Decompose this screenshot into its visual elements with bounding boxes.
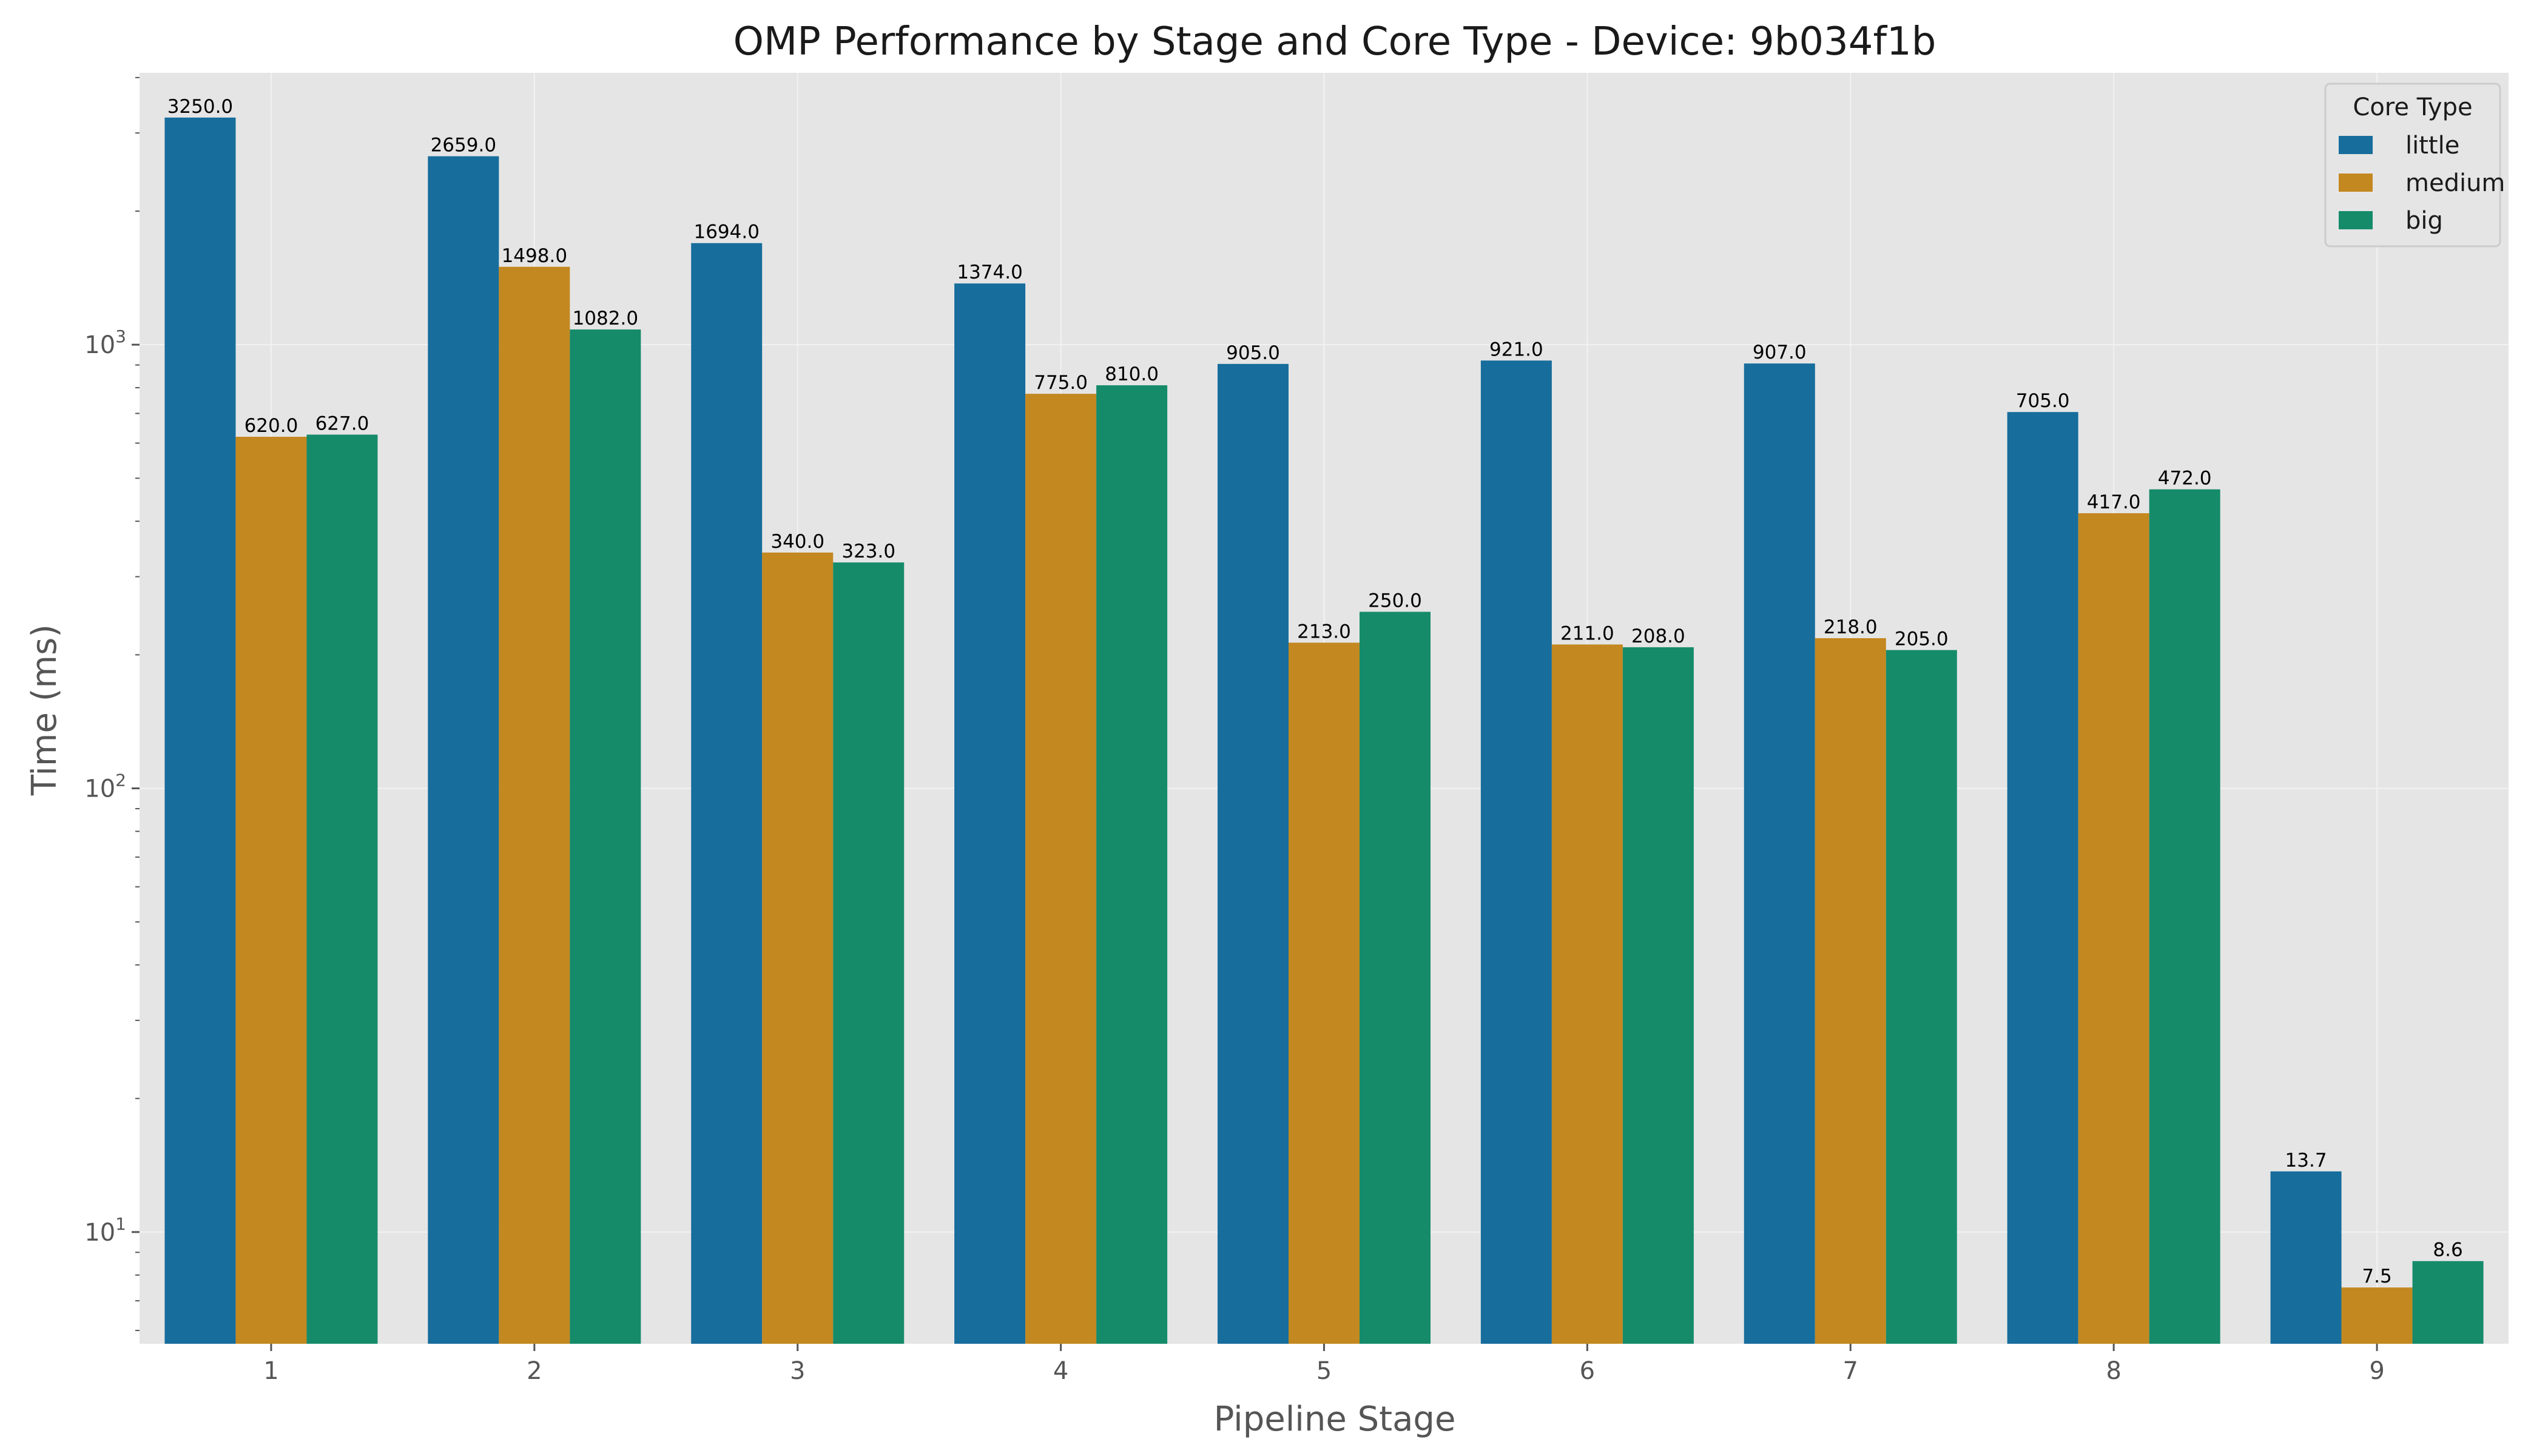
bars bbox=[164, 117, 2484, 1344]
data-labels: 3250.0 2659.0 1694.0 1374.0 905.0 921.0 907.0 7… bbox=[167, 96, 2463, 1287]
x-tick-label: 1 bbox=[263, 1357, 278, 1385]
data-label: 627.0 bbox=[315, 413, 369, 434]
data-label: 340.0 bbox=[770, 531, 824, 553]
legend-items: little medium big bbox=[2339, 132, 2505, 235]
bar-big-stage-7 bbox=[1886, 650, 1957, 1344]
data-label: 205.0 bbox=[1895, 628, 1949, 650]
bar-medium-stage-3 bbox=[762, 552, 834, 1344]
data-label: 2659.0 bbox=[431, 135, 496, 157]
bar-little-stage-3 bbox=[691, 243, 763, 1344]
legend-label-medium: medium bbox=[2405, 169, 2505, 197]
bar-little-stage-8 bbox=[2007, 412, 2078, 1344]
bar-big-stage-5 bbox=[1360, 612, 1431, 1344]
x-tick-label: 7 bbox=[1843, 1357, 1858, 1385]
data-label: 620.0 bbox=[244, 415, 298, 437]
bar-medium-stage-1 bbox=[235, 436, 307, 1344]
bar-big-stage-2 bbox=[570, 329, 641, 1344]
bar-medium-stage-5 bbox=[1289, 642, 1360, 1344]
x-tick-label: 3 bbox=[790, 1357, 805, 1385]
y-tick-label: 102 bbox=[84, 770, 126, 803]
legend-box bbox=[2324, 83, 2501, 248]
data-label: 211.0 bbox=[1560, 622, 1614, 644]
data-label: 907.0 bbox=[1753, 342, 1807, 363]
x-axis-ticks: 1 2 3 4 5 6 7 8 9 bbox=[263, 1344, 2385, 1385]
data-label: 417.0 bbox=[2087, 491, 2141, 513]
data-label: 1498.0 bbox=[502, 245, 567, 267]
bar-big-stage-8 bbox=[2149, 489, 2220, 1344]
bar-little-stage-4 bbox=[954, 283, 1026, 1344]
bar-big-stage-9 bbox=[2412, 1261, 2484, 1344]
y-tick-label: 103 bbox=[84, 326, 126, 359]
bar-medium-stage-4 bbox=[1025, 394, 1097, 1344]
data-label: 705.0 bbox=[2016, 390, 2070, 412]
y-axis-label: Time (ms) bbox=[25, 624, 64, 796]
data-label: 3250.0 bbox=[167, 96, 233, 118]
x-tick-label: 2 bbox=[527, 1357, 542, 1385]
data-label: 8.6 bbox=[2433, 1239, 2462, 1261]
data-label: 775.0 bbox=[1034, 372, 1088, 394]
data-label: 7.5 bbox=[2362, 1266, 2391, 1287]
bar-little-stage-2 bbox=[428, 156, 499, 1344]
bar-medium-stage-8 bbox=[2078, 513, 2149, 1344]
chart-title: OMP Performance by Stage and Core Type -… bbox=[733, 19, 1936, 64]
x-tick-label: 9 bbox=[2369, 1357, 2384, 1385]
bar-medium-stage-9 bbox=[2341, 1287, 2413, 1344]
data-label: 1374.0 bbox=[957, 261, 1022, 283]
bar-little-stage-5 bbox=[1218, 363, 1289, 1344]
bar-medium-stage-6 bbox=[1551, 644, 1623, 1344]
y-tick-label: 101 bbox=[84, 1214, 126, 1247]
data-label: 323.0 bbox=[841, 541, 895, 562]
bar-little-stage-1 bbox=[164, 117, 236, 1344]
data-label: 472.0 bbox=[2158, 468, 2212, 490]
bar-medium-stage-2 bbox=[499, 266, 570, 1344]
bar-little-stage-7 bbox=[1744, 363, 1815, 1344]
bar-big-stage-6 bbox=[1622, 647, 1694, 1344]
x-axis-label: Pipeline Stage bbox=[1214, 1400, 1456, 1439]
bar-big-stage-1 bbox=[306, 434, 378, 1344]
legend: Core Type little medium big bbox=[2324, 83, 2505, 248]
x-tick-label: 8 bbox=[2106, 1357, 2121, 1385]
data-label: 250.0 bbox=[1368, 590, 1422, 612]
x-tick-label: 5 bbox=[1316, 1357, 1332, 1385]
legend-title: Core Type bbox=[2353, 93, 2472, 121]
bar-medium-stage-7 bbox=[1815, 638, 1886, 1344]
legend-swatch-medium bbox=[2339, 174, 2373, 192]
data-label: 1694.0 bbox=[693, 221, 759, 243]
x-tick-label: 4 bbox=[1053, 1357, 1068, 1385]
data-label: 208.0 bbox=[1631, 625, 1685, 647]
legend-label-big: big bbox=[2405, 207, 2443, 235]
data-label: 921.0 bbox=[1489, 339, 1543, 360]
data-label: 218.0 bbox=[1824, 616, 1878, 638]
bar-little-stage-9 bbox=[2270, 1171, 2342, 1344]
bar-big-stage-4 bbox=[1096, 385, 1168, 1344]
legend-label-little: little bbox=[2405, 132, 2459, 160]
data-label: 905.0 bbox=[1226, 342, 1280, 364]
legend-swatch-little bbox=[2339, 136, 2373, 154]
data-label: 213.0 bbox=[1297, 621, 1351, 642]
bar-little-stage-6 bbox=[1480, 360, 1552, 1344]
legend-swatch-big bbox=[2339, 211, 2373, 229]
data-label: 13.7 bbox=[2285, 1150, 2327, 1171]
data-label: 1082.0 bbox=[573, 308, 638, 329]
bar-big-stage-3 bbox=[833, 562, 905, 1344]
y-axis-ticks: 101 102 103 bbox=[84, 76, 140, 1332]
x-tick-label: 6 bbox=[1580, 1357, 1595, 1385]
data-label: 810.0 bbox=[1105, 363, 1159, 385]
